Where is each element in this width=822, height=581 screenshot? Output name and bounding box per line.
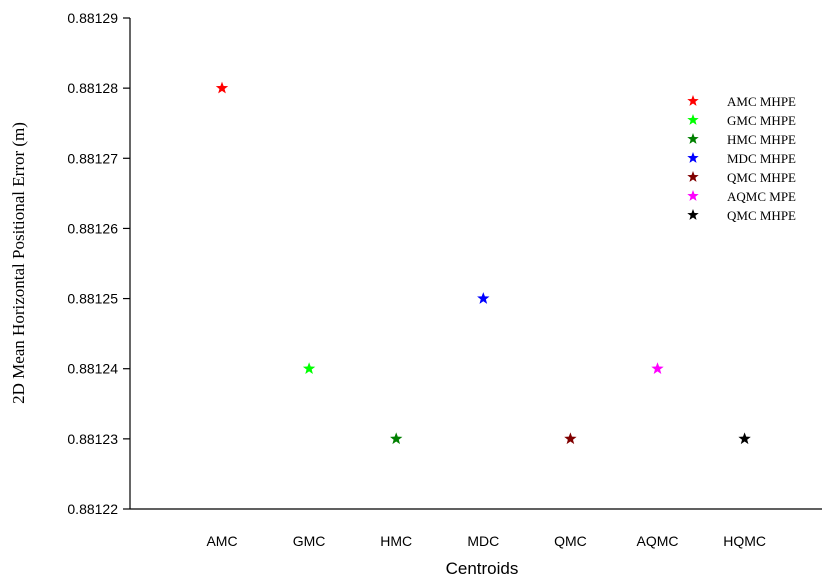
data-point-mdc [477, 292, 490, 304]
y-tick-label: 0.88125 [67, 291, 118, 307]
legend-label: AQMC MPE [727, 189, 796, 204]
legend-marker [687, 152, 699, 163]
data-point-hmc [390, 432, 403, 445]
legend-marker [687, 114, 699, 125]
x-axis-title: Centroids [446, 559, 519, 578]
legend-marker [687, 95, 699, 106]
y-axis-title: 2D Mean Horizontal Positional Error (m) [9, 122, 28, 404]
legend-marker [687, 209, 699, 220]
y-tick-label: 0.88123 [67, 431, 118, 447]
legend-label: QMC MHPE [727, 170, 796, 185]
data-point-qmc [564, 432, 577, 445]
x-tick-label: MDC [467, 533, 499, 549]
x-tick-label: HMC [380, 533, 412, 549]
legend-label: GMC MHPE [727, 113, 796, 128]
x-tick-label: AQMC [637, 533, 679, 549]
legend-label: QMC MHPE [727, 208, 796, 223]
x-tick-label: AMC [206, 533, 237, 549]
y-tick-label: 0.88129 [67, 10, 118, 26]
y-tick-label: 0.88128 [67, 80, 118, 96]
data-point-aqmc [651, 362, 664, 374]
y-tick-label: 0.88126 [67, 220, 118, 236]
legend: AMC MHPE GMC MHPE HMC MHPE MDC MHPE QMC MHPE… [687, 94, 796, 223]
data-points [215, 81, 751, 445]
x-tick-label: QMC [554, 533, 587, 549]
legend-label: AMC MHPE [727, 94, 796, 109]
legend-marker [687, 190, 699, 201]
axes [129, 18, 822, 510]
x-tick-label: HQMC [723, 533, 766, 549]
legend-marker [687, 171, 699, 182]
x-ticks: AMC GMC HMC MDC QMC AQMC HQMC [206, 533, 766, 549]
legend-label: MDC MHPE [727, 151, 796, 166]
legend-marker [687, 133, 699, 144]
legend-label: HMC MHPE [727, 132, 796, 147]
data-point-amc [215, 81, 229, 94]
y-tick-label: 0.88122 [67, 501, 118, 517]
y-tick-label: 0.88124 [67, 361, 118, 377]
y-tick-label: 0.88127 [67, 150, 118, 166]
y-ticks: 0.88122 0.88123 0.88124 0.88125 0.88126 0.881… [67, 10, 130, 517]
data-point-hqmc [738, 432, 751, 445]
data-point-gmc [302, 362, 316, 374]
x-tick-label: GMC [293, 533, 326, 549]
